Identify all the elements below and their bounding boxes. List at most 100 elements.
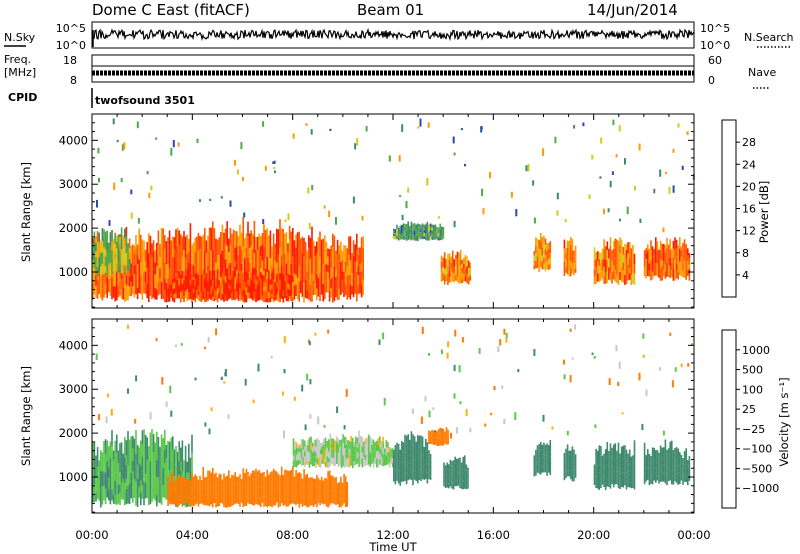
echo-cell: [547, 445, 550, 452]
echo-cell: [334, 446, 336, 452]
power-ylabel: Slant Range [km]: [19, 162, 33, 262]
echo-cell: [256, 490, 259, 499]
echo-cell: [295, 234, 297, 248]
echo-cell: [417, 232, 419, 236]
echo-cell: [413, 446, 416, 460]
echo-cell: [212, 296, 214, 301]
echo-cell: [226, 487, 228, 496]
echo-cell: [533, 251, 536, 256]
echo-cell: [245, 260, 248, 281]
echo-cell: [622, 254, 625, 263]
echo-cell: [527, 164, 530, 172]
echo-cell: [428, 224, 430, 232]
echo-cell: [283, 336, 286, 344]
echo-cell: [452, 460, 455, 467]
echo-cell: [200, 236, 203, 263]
echo-cell: [216, 485, 219, 498]
echo-cell: [663, 447, 665, 455]
echo-cell: [533, 259, 536, 265]
echo-cell: [437, 238, 440, 241]
echo-cell: [688, 456, 691, 461]
echo-cell: [331, 453, 333, 458]
echo-cell: [156, 278, 158, 290]
echo-cell: [364, 460, 367, 466]
echo-cell: [345, 458, 348, 467]
echo-cell: [632, 477, 634, 488]
echo-cell: [266, 285, 268, 292]
echo-cell: [220, 489, 222, 498]
echo-cell: [274, 260, 276, 280]
echo-cell: [269, 290, 272, 298]
echo-cell: [570, 450, 572, 463]
echo-cell: [104, 472, 107, 490]
echo-cell: [625, 244, 628, 250]
echo-cell: [351, 455, 354, 463]
echo-cell: [183, 231, 185, 251]
echo-cell: [669, 441, 671, 456]
echo-cell: [152, 251, 155, 270]
echo-cell: [351, 450, 354, 456]
echo-cell: [164, 278, 166, 290]
echo-cell: [467, 478, 469, 483]
echo-cell: [387, 458, 389, 465]
echo-cell: [186, 487, 188, 495]
echo-cell: [421, 235, 424, 240]
echo-cell: [600, 455, 602, 466]
echo-cell: [455, 255, 457, 259]
echo-cell: [116, 248, 118, 256]
echo-cell: [451, 482, 453, 489]
echo-cell: [442, 432, 445, 436]
echo-cell: [136, 464, 139, 479]
echo-cell: [465, 409, 468, 417]
echo-cell: [248, 476, 251, 482]
echo-cell: [93, 484, 96, 503]
echo-cell: [274, 170, 276, 174]
echo-cell: [212, 477, 214, 487]
echo-cell: [642, 354, 645, 358]
echo-cell: [650, 463, 652, 471]
echo-cell: [595, 470, 597, 480]
echo-cell: [167, 251, 169, 264]
echo-cell: [250, 272, 252, 281]
echo-cell: [401, 456, 403, 463]
echo-cell: [109, 245, 112, 255]
echo-cell: [168, 499, 171, 504]
echo-cell: [168, 496, 171, 500]
echo-cell: [453, 259, 456, 267]
echo-cell: [308, 222, 311, 230]
echo-cell: [244, 378, 247, 386]
echo-cell: [446, 474, 448, 480]
echo-cell: [239, 474, 241, 482]
echo-cell: [205, 483, 208, 489]
echo-cell: [220, 376, 223, 380]
echo-cell: [138, 475, 140, 487]
echo-cell: [359, 442, 362, 449]
echo-cell: [628, 249, 631, 259]
echo-cell: [317, 483, 320, 489]
freq-tick-top: 18: [63, 54, 77, 67]
echo-cell: [661, 243, 663, 253]
echo-cell: [247, 273, 249, 281]
echo-cell: [393, 449, 395, 459]
echo-cell: [290, 480, 293, 493]
echo-cell: [630, 248, 633, 260]
echo-cell: [643, 473, 646, 485]
echo-cell: [269, 279, 272, 285]
echo-cell: [436, 231, 438, 235]
echo-cell: [367, 434, 370, 446]
echo-cell: [643, 262, 646, 268]
echo-cell: [467, 260, 470, 268]
echo-cell: [188, 238, 190, 252]
echo-cell: [443, 274, 446, 285]
echo-cell: [417, 126, 420, 129]
echo-cell: [269, 493, 272, 507]
echo-cell: [172, 436, 174, 450]
echo-cell: [144, 282, 147, 295]
echo-cell: [117, 463, 120, 474]
echo-cell: [196, 274, 198, 279]
echo-cell: [292, 244, 294, 257]
echo-cell: [653, 188, 656, 194]
echo-cell: [199, 285, 201, 293]
echo-cell: [312, 500, 315, 507]
echo-cell: [568, 247, 570, 256]
